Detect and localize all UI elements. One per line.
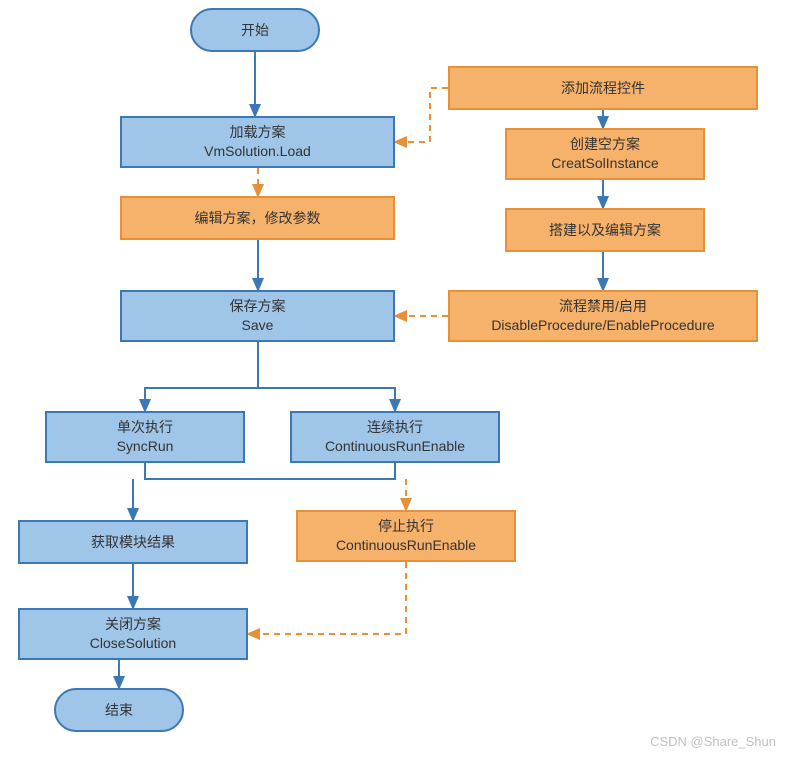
node-load-line2: VmSolution.Load [204, 142, 311, 161]
node-edit: 编辑方案，修改参数 [120, 196, 395, 240]
node-create_sol: 创建空方案CreatSolInstance [505, 128, 705, 180]
node-save: 保存方案Save [120, 290, 395, 342]
node-sync-line1: 单次执行 [117, 418, 173, 437]
node-disable-line2: DisableProcedure/EnableProcedure [491, 316, 714, 335]
node-stop-line2: ContinuousRunEnable [336, 536, 476, 555]
node-disable: 流程禁用/启用DisableProcedure/EnableProcedure [448, 290, 758, 342]
node-start: 开始 [190, 8, 320, 52]
node-create_sol-line1: 创建空方案 [570, 135, 640, 154]
node-close-line1: 关闭方案 [105, 615, 161, 634]
node-save-line1: 保存方案 [230, 297, 286, 316]
node-stop: 停止执行ContinuousRunEnable [296, 510, 516, 562]
node-results-line1: 获取模块结果 [91, 533, 175, 552]
node-end-line1: 结束 [105, 701, 133, 720]
edge [145, 463, 395, 479]
node-sync: 单次执行SyncRun [45, 411, 245, 463]
node-end: 结束 [54, 688, 184, 732]
node-edit-line1: 编辑方案，修改参数 [195, 209, 321, 228]
node-build_edit: 搭建以及编辑方案 [505, 208, 705, 252]
node-sync-line2: SyncRun [117, 437, 174, 456]
edge [395, 88, 448, 142]
node-start-line1: 开始 [241, 21, 269, 40]
node-load: 加载方案VmSolution.Load [120, 116, 395, 168]
node-create_sol-line2: CreatSolInstance [551, 154, 658, 173]
node-disable-line1: 流程禁用/启用 [559, 297, 647, 316]
node-stop-line1: 停止执行 [378, 517, 434, 536]
node-close: 关闭方案CloseSolution [18, 608, 248, 660]
node-continuous-line1: 连续执行 [367, 418, 423, 437]
node-load-line1: 加载方案 [230, 123, 286, 142]
node-build_edit-line1: 搭建以及编辑方案 [549, 221, 661, 240]
node-close-line2: CloseSolution [90, 634, 176, 653]
node-add_ctrl-line1: 添加流程控件 [561, 79, 645, 98]
node-continuous-line2: ContinuousRunEnable [325, 437, 465, 456]
node-save-line2: Save [242, 316, 274, 335]
watermark: CSDN @Share_Shun [650, 734, 776, 749]
node-results: 获取模块结果 [18, 520, 248, 564]
edge [145, 342, 258, 411]
edge [258, 342, 395, 411]
node-continuous: 连续执行ContinuousRunEnable [290, 411, 500, 463]
edge [248, 562, 406, 634]
node-add_ctrl: 添加流程控件 [448, 66, 758, 110]
